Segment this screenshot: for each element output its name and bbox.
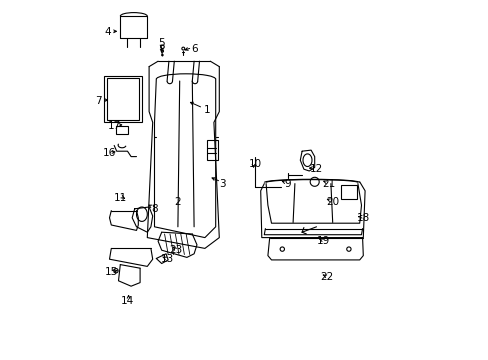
Bar xyxy=(115,126,128,134)
Text: 9: 9 xyxy=(284,179,290,189)
Bar xyxy=(107,78,139,120)
Text: 5: 5 xyxy=(158,38,164,48)
Text: 2: 2 xyxy=(174,197,181,207)
Text: 4: 4 xyxy=(104,27,111,37)
Text: 1: 1 xyxy=(203,105,209,115)
Text: 8: 8 xyxy=(151,204,158,214)
Text: 19: 19 xyxy=(316,236,330,246)
Text: 14: 14 xyxy=(121,296,134,306)
Text: 10: 10 xyxy=(248,159,262,169)
Text: 7: 7 xyxy=(95,96,102,106)
Text: 18: 18 xyxy=(356,213,369,223)
Text: 20: 20 xyxy=(325,197,339,207)
Text: 22: 22 xyxy=(320,272,333,282)
Bar xyxy=(340,185,356,199)
Text: 3: 3 xyxy=(219,179,226,189)
Text: 16: 16 xyxy=(102,148,116,158)
Bar xyxy=(104,76,142,122)
Bar xyxy=(206,140,217,160)
Text: 15: 15 xyxy=(104,267,118,277)
Text: 6: 6 xyxy=(190,44,197,54)
Text: 11: 11 xyxy=(113,193,127,203)
Text: 21: 21 xyxy=(322,179,335,189)
Text: 13: 13 xyxy=(160,254,173,264)
Text: 17: 17 xyxy=(108,121,122,131)
Text: 23: 23 xyxy=(169,245,183,255)
Text: 12: 12 xyxy=(309,164,323,174)
